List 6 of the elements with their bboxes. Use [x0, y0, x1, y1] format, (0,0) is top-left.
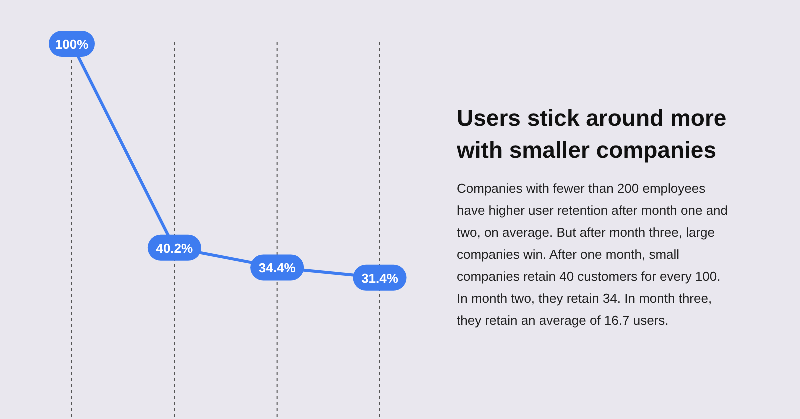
- data-label: 40.2%: [156, 240, 194, 256]
- data-label: 31.4%: [362, 270, 399, 286]
- text: Users stick around more with smaller companies: [456, 105, 727, 163]
- data-label: 100%: [55, 37, 90, 52]
- data-label: 34.4%: [258, 260, 296, 276]
- text: Companies with fewer than 200 employees have higher user retention after month one and two, on average. But after month three, large companies win. After one month, small companies retain 40 customers for every 100. In month two, they retain 34. In month three, they retain an average of 16.7 users.: [457, 181, 728, 328]
